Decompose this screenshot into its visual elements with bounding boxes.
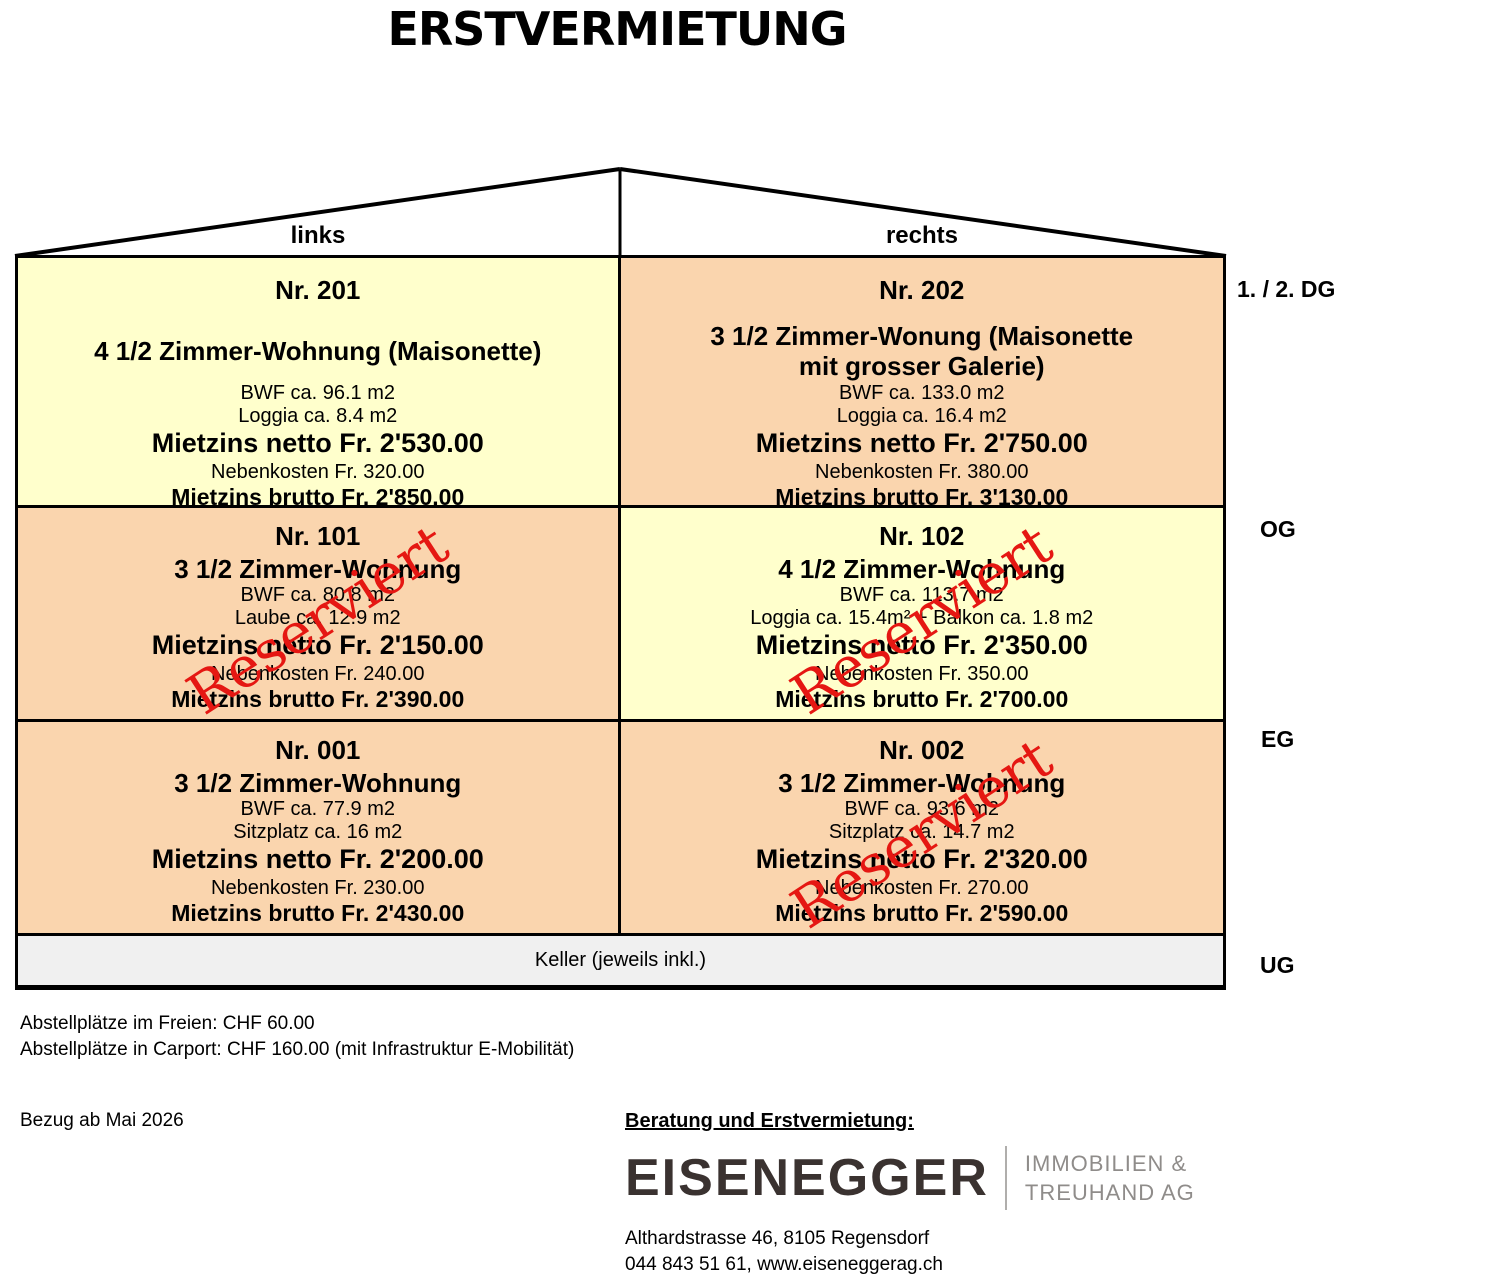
unit-area: BWF ca. 77.9 m2 <box>240 798 396 820</box>
contact-heading: Beratung und Erstvermietung: <box>625 1110 914 1132</box>
unit-net-rent: Mietzins netto Fr. 2'200.00 <box>151 844 484 874</box>
note-parking-outdoor: Abstellplätze im Freien: CHF 60.00 <box>20 1013 315 1034</box>
unit-cell-201: Nr. 201 4 1/2 Zimmer-Wohnung (Maisonette… <box>18 258 621 508</box>
logo-subtitle-line2: TREUHAND AG <box>1024 1180 1195 1205</box>
unit-outdoor: Sitzplatz ca. 16 m2 <box>233 821 403 843</box>
unit-gross-rent: Mietzins brutto Fr. 2'700.00 <box>775 686 1069 712</box>
unit-service-charge: Nebenkosten Fr. 350.00 <box>815 663 1029 685</box>
unit-area: BWF ca. 80.8 m2 <box>240 584 396 606</box>
contact-phone-web: 044 843 51 61, www.eiseneggerag.ch <box>625 1254 943 1274</box>
unit-service-charge: Nebenkosten Fr. 240.00 <box>211 663 425 685</box>
unit-net-rent: Mietzins netto Fr. 2'150.00 <box>151 630 484 660</box>
unit-type: 3 1/2 Zimmer-Wohnung <box>174 768 462 798</box>
floor-label-ug: UG <box>1260 952 1295 978</box>
unit-service-charge: Nebenkosten Fr. 380.00 <box>815 461 1029 483</box>
unit-area: BWF ca. 93.6 m2 <box>844 798 1000 820</box>
roof-outline <box>14 167 1227 258</box>
unit-service-charge: Nebenkosten Fr. 270.00 <box>815 877 1029 899</box>
roof-label-links: links <box>290 222 346 249</box>
logo-subtitle: IMMOBILIEN & TREUHAND AG <box>1025 1149 1195 1207</box>
unit-number: Nr. 102 <box>879 521 965 551</box>
page-title: ERSTVERMIETUNG <box>387 2 847 56</box>
unit-outdoor: Loggia ca. 8.4 m2 <box>238 405 398 427</box>
unit-cell-102: Nr. 102 4 1/2 Zimmer-Wohnung BWF ca. 113… <box>620 508 1223 722</box>
availability-note: Bezug ab Mai 2026 <box>20 1110 184 1131</box>
unit-type-line2: mit grosser Galerie) <box>798 351 1045 381</box>
keller-row: Keller (jeweils inkl.) <box>18 936 1223 985</box>
contact-address: Althardstrasse 46, 8105 Regensdorf <box>625 1228 930 1249</box>
unit-net-rent: Mietzins netto Fr. 2'750.00 <box>755 428 1088 458</box>
unit-outdoor: Loggia ca. 16.4 m2 <box>836 405 1007 427</box>
unit-outdoor: Loggia ca. 15.4m² + Balkon ca. 1.8 m2 <box>750 607 1094 629</box>
unit-gross-rent: Mietzins brutto Fr. 3'130.00 <box>775 484 1069 508</box>
company-logo-name: EISENEGGER <box>625 1149 989 1207</box>
unit-cell-101: Nr. 101 3 1/2 Zimmer-Wohnung BWF ca. 80.… <box>18 508 621 722</box>
unit-number: Nr. 201 <box>275 275 361 305</box>
unit-type: 3 1/2 Zimmer-Wohnung <box>174 554 462 584</box>
unit-gross-rent: Mietzins brutto Fr. 2'850.00 <box>171 484 465 508</box>
building-diagram: Nr. 201 4 1/2 Zimmer-Wohnung (Maisonette… <box>15 255 1226 990</box>
unit-area: BWF ca. 133.0 m2 <box>838 382 1005 404</box>
unit-gross-rent: Mietzins brutto Fr. 2'590.00 <box>775 900 1069 926</box>
company-logo: EISENEGGER IMMOBILIEN & TREUHAND AG <box>625 1146 1195 1210</box>
unit-net-rent: Mietzins netto Fr. 2'320.00 <box>755 844 1088 874</box>
note-parking-carport: Abstellplätze in Carport: CHF 160.00 (mi… <box>20 1039 575 1060</box>
unit-type: 3 1/2 Zimmer-Wohnung <box>778 768 1066 798</box>
floor-label-og: OG <box>1260 516 1296 542</box>
unit-type: 4 1/2 Zimmer-Wohnung (Maisonette) <box>94 336 542 366</box>
unit-gross-rent: Mietzins brutto Fr. 2'430.00 <box>171 900 465 926</box>
unit-number: Nr. 001 <box>275 735 361 765</box>
logo-subtitle-line1: IMMOBILIEN & <box>1024 1151 1188 1176</box>
unit-outdoor: Sitzplatz ca. 14.7 m2 <box>828 821 1015 843</box>
unit-area: BWF ca. 113.7 m2 <box>839 584 1004 606</box>
unit-type: 4 1/2 Zimmer-Wohnung <box>778 554 1066 584</box>
unit-number: Nr. 101 <box>275 521 361 551</box>
floor-label-dg: 1. / 2. DG <box>1237 276 1336 302</box>
roof-label-rechts: rechts <box>885 222 959 249</box>
unit-service-charge: Nebenkosten Fr. 320.00 <box>211 461 425 483</box>
unit-net-rent: Mietzins netto Fr. 2'530.00 <box>151 428 484 458</box>
unit-type: 3 1/2 Zimmer-Wonung (Maisonette <box>710 321 1134 351</box>
unit-number: Nr. 002 <box>879 735 965 765</box>
unit-service-charge: Nebenkosten Fr. 230.00 <box>211 877 425 899</box>
floor-label-eg: EG <box>1261 726 1295 752</box>
logo-divider <box>1004 1146 1007 1210</box>
unit-outdoor: Laube ca. 12.9 m2 <box>234 607 401 629</box>
unit-net-rent: Mietzins netto Fr. 2'350.00 <box>755 630 1088 660</box>
unit-area: BWF ca. 96.1 m2 <box>240 382 396 404</box>
unit-cell-001: Nr. 001 3 1/2 Zimmer-Wohnung BWF ca. 77.… <box>18 722 621 936</box>
unit-gross-rent: Mietzins brutto Fr. 2'390.00 <box>171 686 465 712</box>
unit-cell-202: Nr. 202 3 1/2 Zimmer-Wonung (Maisonette … <box>620 258 1223 508</box>
unit-number: Nr. 202 <box>879 275 965 305</box>
unit-cell-002: Nr. 002 3 1/2 Zimmer-Wohnung BWF ca. 93.… <box>620 722 1223 936</box>
